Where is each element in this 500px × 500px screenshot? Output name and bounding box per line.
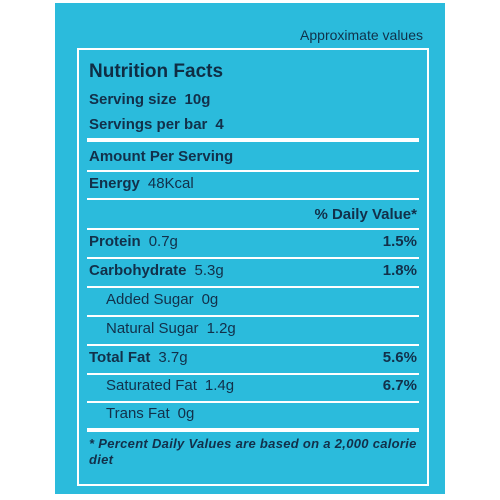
nutrient-row-protein: Protein 0.7g 1.5% xyxy=(89,233,417,250)
nutrient-value: 0g xyxy=(177,405,195,422)
nutrient-row-saturated-fat: Saturated Fat 1.4g 6.7% xyxy=(106,377,417,394)
amount-per-serving-label: Amount Per Serving xyxy=(89,148,234,165)
divider-2 xyxy=(87,198,419,200)
divider-9 xyxy=(87,401,419,403)
divider-7 xyxy=(87,344,419,346)
nutrient-label: Trans Fat xyxy=(106,405,170,422)
nutrient-value: 5.3g xyxy=(194,262,224,279)
energy-row: Energy 48Kcal xyxy=(89,175,417,192)
nutrition-facts-panel: Nutrition Facts Serving size 10g Serving… xyxy=(77,48,429,486)
divider-thick-2 xyxy=(87,428,419,432)
nutrition-facts-title: Nutrition Facts xyxy=(89,61,224,82)
nutrient-row-added-sugar: Added Sugar 0g xyxy=(106,291,417,308)
nutrient-label: Added Sugar xyxy=(106,291,194,308)
nutrient-value: 1.4g xyxy=(204,377,235,394)
nutrient-label: Natural Sugar xyxy=(106,320,199,337)
servings-per-bar-value: 4 xyxy=(215,116,224,133)
nutrition-label-card: Approximate values Nutrition Facts Servi… xyxy=(55,3,445,494)
nutrient-row-trans-fat: Trans Fat 0g xyxy=(106,405,417,422)
divider-4 xyxy=(87,257,419,259)
nutrient-label: Protein xyxy=(89,233,141,250)
divider-1 xyxy=(87,170,419,172)
nutrient-label: Total Fat xyxy=(89,349,151,366)
nutrient-label: Carbohydrate xyxy=(89,262,187,279)
approximate-values-note: Approximate values xyxy=(300,27,423,43)
serving-size-label: Serving size xyxy=(89,91,177,108)
divider-thick-1 xyxy=(87,138,419,142)
nutrient-label: Saturated Fat xyxy=(106,377,197,394)
amount-per-serving-row: Amount Per Serving xyxy=(89,148,417,165)
nutrient-daily-value: 5.6% xyxy=(382,349,417,366)
serving-size-row: Serving size 10g xyxy=(89,91,417,108)
nutrient-row-carbohydrate: Carbohydrate 5.3g 1.8% xyxy=(89,262,417,279)
divider-3 xyxy=(87,228,419,230)
servings-per-bar-row: Servings per bar 4 xyxy=(89,116,417,133)
energy-label: Energy xyxy=(89,175,140,192)
nutrient-value: 0.7g xyxy=(148,233,178,250)
nutrient-value: 3.7g xyxy=(158,349,188,366)
nutrient-row-total-fat: Total Fat 3.7g 5.6% xyxy=(89,349,417,366)
nutrient-value: 0g xyxy=(201,291,219,308)
divider-8 xyxy=(87,373,419,375)
daily-value-footnote: * Percent Daily Values are based on a 2,… xyxy=(89,436,417,467)
nutrient-value: 1.2g xyxy=(206,320,236,337)
divider-5 xyxy=(87,286,419,288)
nutrient-daily-value: 1.8% xyxy=(382,262,417,279)
nutrient-daily-value: 6.7% xyxy=(382,377,417,394)
serving-size-value: 10g xyxy=(184,91,211,108)
servings-per-bar-label: Servings per bar xyxy=(89,116,208,133)
nutrient-daily-value: 1.5% xyxy=(382,233,417,250)
daily-value-header: % Daily Value* xyxy=(314,206,417,223)
nutrient-row-natural-sugar: Natural Sugar 1.2g xyxy=(106,320,417,337)
energy-value: 48Kcal xyxy=(147,175,194,192)
divider-6 xyxy=(87,315,419,317)
